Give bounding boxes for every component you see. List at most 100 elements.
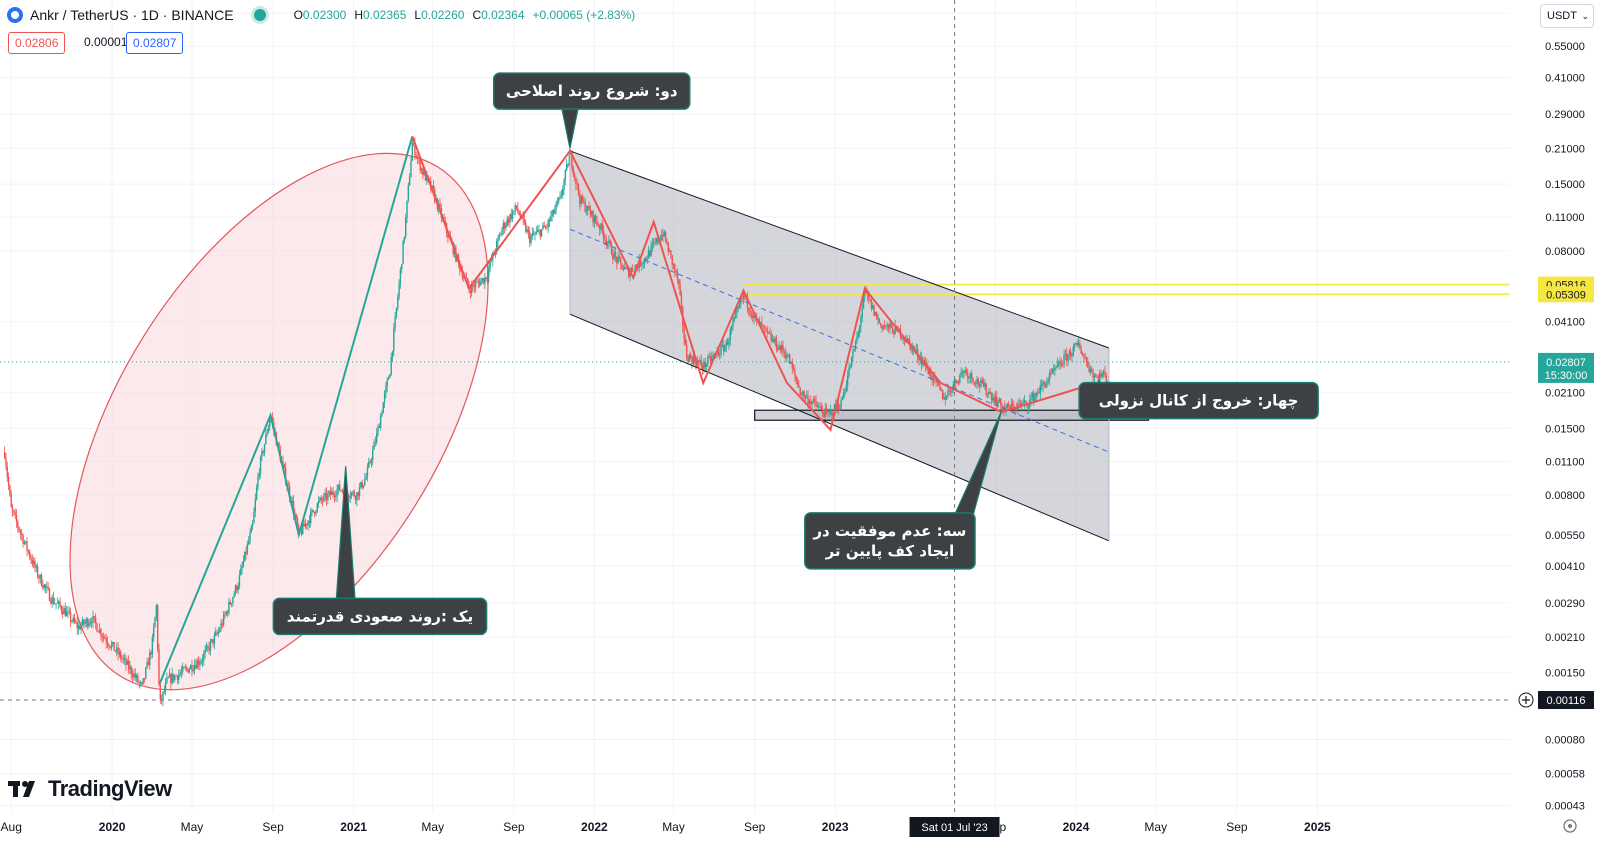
candle-body [211, 639, 213, 642]
candle-body [93, 616, 96, 618]
candle-body [1068, 351, 1071, 355]
candle-body [287, 485, 289, 487]
candle-body [989, 391, 991, 394]
candle-body [600, 223, 602, 230]
candle-body [920, 357, 923, 365]
candle-body [874, 312, 877, 316]
candle-body [515, 205, 518, 208]
annotation-box-a3 [804, 512, 976, 570]
candle-body [831, 410, 833, 416]
candle-body [1014, 408, 1016, 410]
candle-body [783, 351, 786, 354]
time-axis-bg [0, 813, 1600, 854]
candle-body [583, 201, 585, 203]
candle-body [878, 318, 881, 324]
candle-body [89, 622, 92, 624]
candle-body [687, 358, 689, 362]
candle-body [463, 277, 465, 279]
candle-body [113, 642, 115, 651]
candle-body [474, 282, 477, 288]
candle-body [183, 667, 185, 668]
candle-body [988, 391, 990, 394]
candle-body [407, 185, 410, 201]
candle-body [461, 270, 464, 278]
candle-body [930, 370, 932, 378]
candle-body [73, 617, 76, 623]
buy-price-button[interactable]: 0.02807 [126, 32, 184, 54]
candle-body [701, 365, 704, 369]
candle-body [594, 215, 597, 222]
candle-body [856, 336, 858, 342]
candle-body [949, 390, 952, 393]
candle-body [804, 396, 807, 398]
candle-body [240, 568, 242, 575]
candle-body [311, 510, 313, 512]
candle-body [469, 290, 472, 294]
price-tick-label: 0.02100 [1545, 388, 1585, 400]
candle-body [928, 370, 931, 375]
candle-body [422, 168, 424, 175]
candle-body [81, 619, 84, 626]
candle-body [650, 245, 652, 257]
symbol-title[interactable]: Ankr / TetherUS · 1D · BINANCE [30, 7, 234, 23]
candle-body [19, 530, 22, 534]
candle-body [953, 379, 956, 385]
candle-body [691, 357, 693, 364]
sell-price-button[interactable]: 0.02806 [8, 32, 66, 54]
candle-body [360, 482, 362, 488]
market-status-icon[interactable] [253, 9, 266, 21]
candle-body [21, 533, 23, 536]
candle-body [808, 401, 811, 404]
candle-body [199, 663, 201, 665]
candle-body [245, 551, 247, 554]
candle-body [241, 565, 243, 569]
candle-body [642, 262, 644, 265]
candle-body [32, 560, 35, 565]
candle-body [226, 611, 229, 614]
candle-body [811, 401, 813, 405]
candle-body [881, 324, 883, 329]
candle-body [622, 269, 625, 270]
candle-body [841, 398, 844, 400]
candle-body [68, 611, 70, 613]
candle-body [539, 229, 541, 237]
candle-body [209, 641, 212, 651]
candle-body [766, 328, 768, 332]
candle-body [971, 373, 973, 379]
tradingview-watermark: TradingView [8, 776, 172, 802]
candle-body [467, 278, 469, 286]
candle-body [176, 675, 179, 680]
candle-body [98, 629, 101, 633]
candle-body [35, 566, 37, 568]
candle-body [618, 256, 621, 259]
candle-body [337, 484, 340, 490]
candle-body [254, 499, 256, 512]
candle-body [866, 292, 869, 295]
candle-body [538, 229, 540, 231]
candle-body [339, 484, 341, 491]
candle-body [189, 665, 192, 669]
candle-body [312, 510, 315, 512]
candle-body [485, 277, 487, 280]
last-price-label: 0.02807 [1546, 357, 1586, 369]
candle-body [26, 541, 28, 551]
candle-body [159, 684, 162, 700]
candle-body [1054, 367, 1056, 371]
candle-body [266, 432, 268, 435]
candle-body [145, 667, 147, 679]
candle-body [377, 426, 379, 434]
ohlc-key: C [472, 8, 482, 22]
candle-body [296, 518, 299, 527]
candle-body [565, 164, 568, 171]
candle-body [588, 206, 590, 211]
candle-body [402, 241, 404, 265]
candle-body [307, 520, 309, 526]
candle-body [215, 632, 217, 636]
currency-select[interactable]: USDT ⌄ [1540, 4, 1594, 28]
candle-body [753, 314, 755, 318]
candle-body [612, 254, 614, 259]
candle-body [196, 660, 198, 669]
time-tick-label: Aug [1, 820, 22, 834]
candle-body [423, 171, 425, 175]
